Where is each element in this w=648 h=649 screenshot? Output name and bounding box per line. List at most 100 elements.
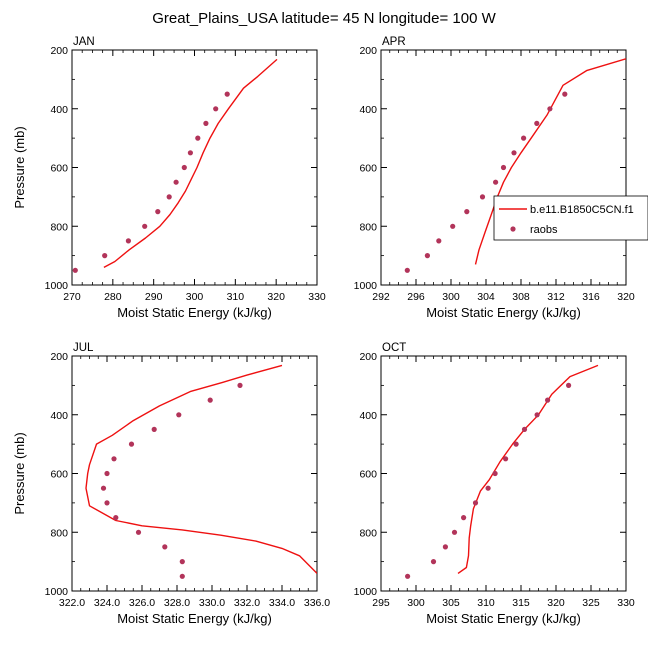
jul-obs-point [179,559,185,565]
legend: b.e11.B1850C5CN.f1 raobs [493,195,648,241]
jul-y-tick-label: 1000 [45,586,69,598]
apr-obs-point [500,164,507,171]
panel-jul: JUL 322.0 324.0 326.0 328.0 330.0 332.0 334.0 33… [12,342,330,626]
oct-y-tick-label: 200 [359,351,377,363]
jul-obs-point [104,470,110,477]
jul-panel-label: JUL [73,342,94,354]
jul-obs-point [135,529,142,535]
jul-obs-point [207,397,213,403]
jul-obs-point [100,485,107,491]
apr-y-tick-label: 600 [359,163,377,175]
oct-y-tick-label: 600 [359,469,377,481]
apr-x-tick-label: 308 [512,291,530,303]
apr-obs-point [479,194,486,200]
jul-x-tick-label: 334.0 [269,597,295,609]
jul-y-tick-label: 400 [50,410,68,422]
jul-obs-point [151,426,157,432]
panel-jan: JAN 270 280 290 300 310 320 330 200 400 600 800 1000… [12,36,326,320]
jul-obs-point [237,382,243,388]
oct-obs-point [521,426,528,432]
jul-x-tick-label: 322.0 [59,597,85,609]
oct-x-tick-label: 305 [442,597,460,609]
apr-x-tick-label: 304 [477,291,495,303]
apr-x-axis-label: Moist Static Energy (kJ/kg) [426,305,581,320]
jan-x-tick-label: 280 [104,291,122,303]
jul-x-tick-label: 336.0 [304,597,330,609]
jan-obs-point [102,253,108,259]
apr-y-tick-label: 400 [359,104,377,116]
apr-obs-point [464,209,470,215]
jan-obs-point [195,135,201,141]
jan-y-tick-label: 800 [50,221,68,233]
apr-x-tick-label: 292 [372,291,390,303]
oct-obs-point [430,559,437,565]
jul-obs-point [179,573,185,579]
oct-x-tick-label: 310 [477,597,495,609]
oct-x-tick-label: 315 [512,597,530,609]
jan-obs-point [181,164,187,171]
oct-obs-point [451,529,458,535]
panel-oct: OCT 295 300 305 310 315 320 325 330 200 400 600 800 1… [354,342,635,626]
jul-x-tick-label: 330.0 [199,597,225,609]
oct-y-tick-label: 400 [359,410,377,422]
jul-y-tick-label: 200 [50,351,68,363]
oct-obs-point [545,397,551,403]
jul-obs-point [128,441,135,447]
oct-plot-frame [380,355,627,592]
panel-apr: APR 292 296 300 304 308 312 316 320 200 400 600 800 1… [354,36,635,320]
apr-y-tick-label: 800 [359,221,377,233]
jan-obs-point [203,120,209,126]
jan-obs-point [142,223,148,229]
apr-y-tick-label: 1000 [354,280,378,292]
legend-obs-label: raobs [530,224,558,236]
apr-obs-point [424,253,430,259]
jul-x-axis-label: Moist Static Energy (kJ/kg) [117,611,272,626]
jul-obs-point [104,500,110,506]
jan-model-line [103,58,278,269]
oct-y-tick-label: 1000 [354,586,378,598]
oct-obs-point [405,573,411,579]
jan-y-tick-label: 600 [50,163,68,175]
jul-obs-point [113,515,119,521]
jul-y-tick-label: 800 [50,527,68,539]
apr-x-tick-label: 296 [407,291,425,303]
apr-obs-point [534,120,540,126]
jan-x-tick-label: 310 [227,291,245,303]
jan-y-tick-label: 1000 [45,280,69,292]
jan-obs-point [125,238,131,244]
jul-obs-point [176,412,182,418]
oct-obs-point [461,515,467,521]
apr-obs-point [493,179,499,185]
legend-model-label: b.e11.B1850C5CN.f1 [530,204,634,216]
jul-obs-point [111,456,117,462]
jan-obs-point [224,91,230,97]
apr-obs-point [404,267,410,273]
oct-obs-point [534,412,540,418]
apr-model-line [474,58,626,265]
figure-title: Great_Plains_USA latitude= 45 N longitud… [152,10,496,27]
jul-obs-point [162,544,168,550]
apr-obs-point [511,150,517,156]
oct-x-tick-label: 325 [582,597,600,609]
oct-model-line [457,364,599,574]
jul-x-tick-label: 332.0 [234,597,260,609]
apr-obs-point [521,135,527,141]
legend-obs-marker [510,226,516,232]
legend-box [493,195,648,241]
jan-obs-point [173,179,179,185]
jul-x-tick-label: 324.0 [94,597,120,609]
oct-obs-point [566,382,572,388]
apr-obs-point [562,91,568,97]
jan-obs-point [187,150,193,156]
jan-obs-point [155,209,161,215]
oct-obs-point [485,485,491,491]
apr-obs-point [547,106,553,112]
jan-x-tick-label: 270 [63,291,81,303]
oct-x-tick-label: 295 [372,597,390,609]
oct-x-axis-label: Moist Static Energy (kJ/kg) [426,611,581,626]
oct-panel-label: OCT [382,342,406,354]
jan-obs-point [213,106,219,112]
oct-obs-point [472,500,479,506]
jan-y-tick-label: 400 [50,104,68,116]
